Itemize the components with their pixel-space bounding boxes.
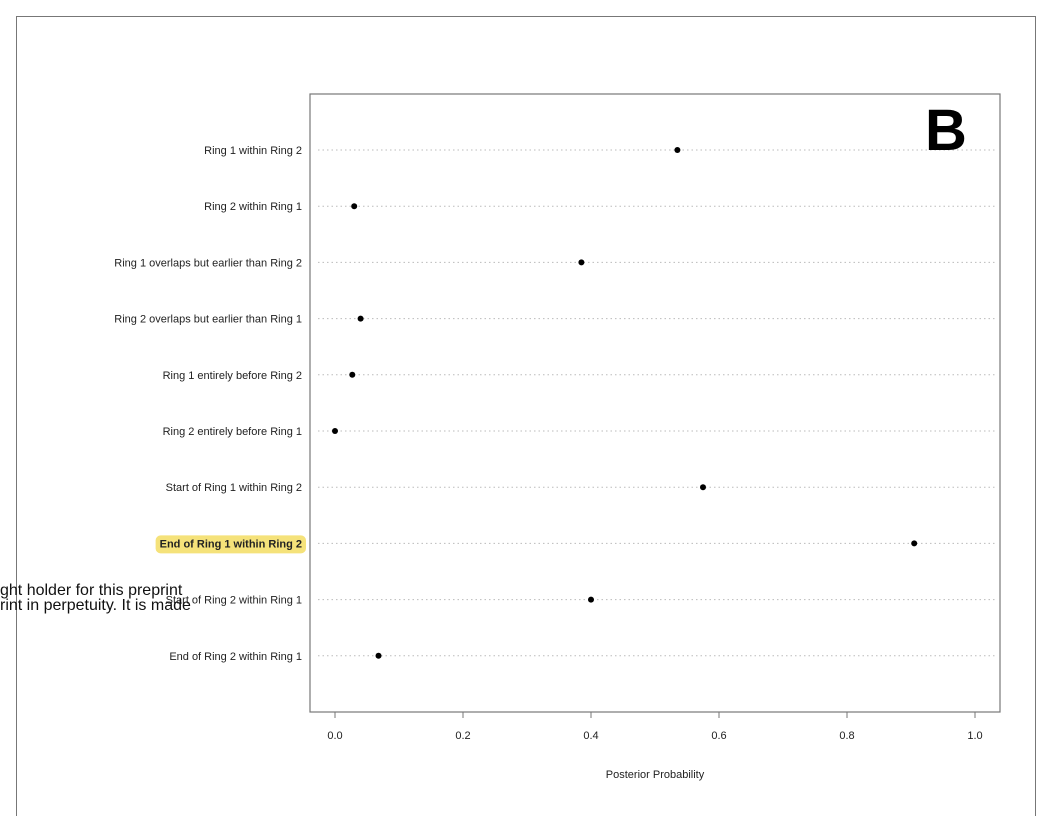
- data-point: [674, 147, 681, 153]
- panel-label: B: [925, 98, 967, 163]
- category-label: Ring 1 overlaps but earlier than Ring 2: [114, 257, 302, 269]
- data-point: [588, 596, 594, 603]
- x-axis-title: Posterior Probability: [606, 769, 705, 781]
- x-axis-ticks: 0.0 0.2 0.4 0.6 0.8 1.0: [327, 712, 983, 742]
- gridlines: [318, 149, 996, 657]
- category-label: Start of Ring 2 within Ring 1: [166, 595, 302, 607]
- data-point: [351, 203, 358, 210]
- category-label: Ring 1 entirely before Ring 2: [163, 370, 302, 382]
- category-label: Ring 2 within Ring 1: [204, 201, 302, 213]
- data-point: [332, 428, 338, 434]
- notice-line-2: rint in perpetuity. It is made: [0, 597, 191, 614]
- x-tick-label: 0.4: [583, 730, 598, 742]
- figure-frame: [16, 16, 1036, 816]
- category-label: Ring 2 overlaps but earlier than Ring 1: [114, 314, 302, 326]
- data-point: [911, 540, 918, 547]
- x-tick-label: 0.0: [327, 730, 342, 742]
- x-tick-label: 0.2: [455, 730, 470, 742]
- data-point: [357, 315, 364, 322]
- x-tick-label: 0.8: [839, 730, 854, 742]
- category-label: End of Ring 1 within Ring 2: [160, 538, 302, 550]
- x-tick-label: 0.6: [711, 730, 726, 742]
- x-tick-label: 1.0: [967, 730, 982, 742]
- label-highlight: [155, 535, 306, 554]
- category-label: End of Ring 2 within Ring 1: [169, 651, 302, 663]
- category-label: Start of Ring 1 within Ring 2: [166, 482, 302, 494]
- data-point: [578, 259, 585, 266]
- plot-area: [309, 93, 1001, 713]
- data-point: [375, 652, 382, 659]
- category-label: Ring 2 entirely before Ring 1: [163, 426, 302, 438]
- data-point: [349, 371, 356, 378]
- notice-line-1: ght holder for this preprint: [0, 582, 183, 599]
- category-label: Ring 1 within Ring 2: [204, 145, 302, 157]
- highlight-layer: [155, 535, 306, 554]
- preprint-notice-overlay: ght holder for this preprint rint in per…: [0, 582, 330, 614]
- data-point: [700, 484, 706, 491]
- category-labels: Ring 1 within Ring 2 Ring 2 within Ring 1…: [114, 145, 302, 663]
- data-points: [332, 147, 918, 659]
